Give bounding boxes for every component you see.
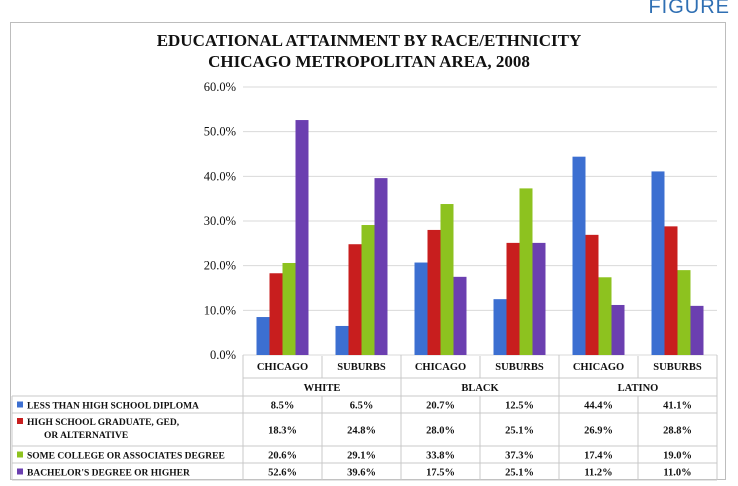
data-label: 28.8%	[663, 426, 692, 437]
data-label: 33.8%	[426, 451, 455, 462]
y-tick-label: 20.0%	[204, 259, 236, 273]
bar	[256, 317, 270, 355]
bar	[677, 270, 691, 355]
y-tick-label: 50.0%	[204, 125, 236, 139]
legend-label: OR ALTERNATIVE	[44, 431, 128, 441]
data-label: 28.0%	[426, 426, 455, 437]
data-label: 11.0%	[663, 468, 691, 479]
category-label: CHICAGO	[415, 362, 466, 373]
y-tick-label: 0.0%	[210, 348, 236, 362]
data-label: 20.7%	[426, 401, 455, 412]
bar	[453, 276, 467, 355]
bar	[585, 234, 599, 355]
bar	[361, 225, 375, 355]
bar	[611, 304, 625, 355]
legend-label: HIGH SCHOOL GRADUATE, GED,	[27, 418, 180, 428]
bar	[348, 244, 362, 355]
bar	[440, 204, 454, 355]
data-label: 25.1%	[505, 426, 534, 437]
bar	[651, 171, 665, 355]
category-label: SUBURBS	[653, 362, 702, 373]
group-label: BLACK	[461, 383, 499, 394]
figure-label: FIGURE	[648, 0, 730, 18]
data-label: 52.6%	[268, 468, 297, 479]
y-tick-label: 30.0%	[204, 214, 236, 228]
bar	[572, 156, 586, 355]
legend-swatch	[17, 451, 23, 458]
bar	[532, 242, 546, 355]
bar	[664, 226, 678, 355]
category-label: SUBURBS	[495, 362, 544, 373]
category-label: SUBURBS	[337, 362, 386, 373]
chart-title: EDUCATIONAL ATTAINMENT BY RACE/ETHNICITY…	[0, 30, 738, 72]
data-label: 44.4%	[584, 401, 613, 412]
data-label: 8.5%	[271, 401, 295, 412]
data-label: 37.3%	[505, 451, 534, 462]
bar	[427, 229, 441, 355]
data-label: 18.3%	[268, 426, 297, 437]
legend-label: SOME COLLEGE OR ASSOCIATES DEGREE	[27, 452, 225, 462]
legend-label: BACHELOR'S DEGREE OR HIGHER	[27, 469, 190, 479]
category-label: CHICAGO	[257, 362, 308, 373]
legend-swatch	[17, 401, 23, 408]
y-tick-label: 40.0%	[204, 169, 236, 183]
data-label: 12.5%	[505, 401, 534, 412]
data-label: 17.4%	[584, 451, 613, 462]
chart-title-line-2: CHICAGO METROPOLITAN AREA, 2008	[208, 52, 530, 71]
bar	[269, 273, 283, 355]
bar	[335, 325, 349, 355]
bar	[374, 178, 388, 355]
bar	[295, 120, 309, 355]
legend-label: LESS THAN HIGH SCHOOL DIPLOMA	[27, 402, 199, 412]
bar	[493, 299, 507, 355]
data-label: 11.2%	[584, 468, 612, 479]
data-label: 20.6%	[268, 451, 297, 462]
chart-title-line-1: EDUCATIONAL ATTAINMENT BY RACE/ETHNICITY	[156, 31, 582, 50]
bar	[519, 188, 533, 355]
data-label: 25.1%	[505, 468, 534, 479]
data-label: 29.1%	[347, 451, 376, 462]
group-label: WHITE	[304, 383, 341, 394]
bar	[598, 277, 612, 355]
bar	[414, 262, 428, 355]
data-label: 17.5%	[426, 468, 455, 479]
data-label: 19.0%	[663, 451, 692, 462]
data-label: 6.5%	[350, 401, 374, 412]
category-label: CHICAGO	[573, 362, 624, 373]
group-label: LATINO	[618, 383, 659, 394]
y-tick-label: 60.0%	[204, 80, 236, 94]
data-label: 41.1%	[663, 401, 692, 412]
y-tick-label: 10.0%	[204, 303, 236, 317]
data-label: 24.8%	[347, 426, 376, 437]
data-label: 39.6%	[347, 468, 376, 479]
bar	[690, 305, 704, 355]
legend-swatch	[17, 418, 23, 424]
data-label: 26.9%	[584, 426, 613, 437]
legend-swatch	[17, 468, 23, 475]
bar	[282, 262, 296, 355]
bar	[506, 242, 520, 355]
